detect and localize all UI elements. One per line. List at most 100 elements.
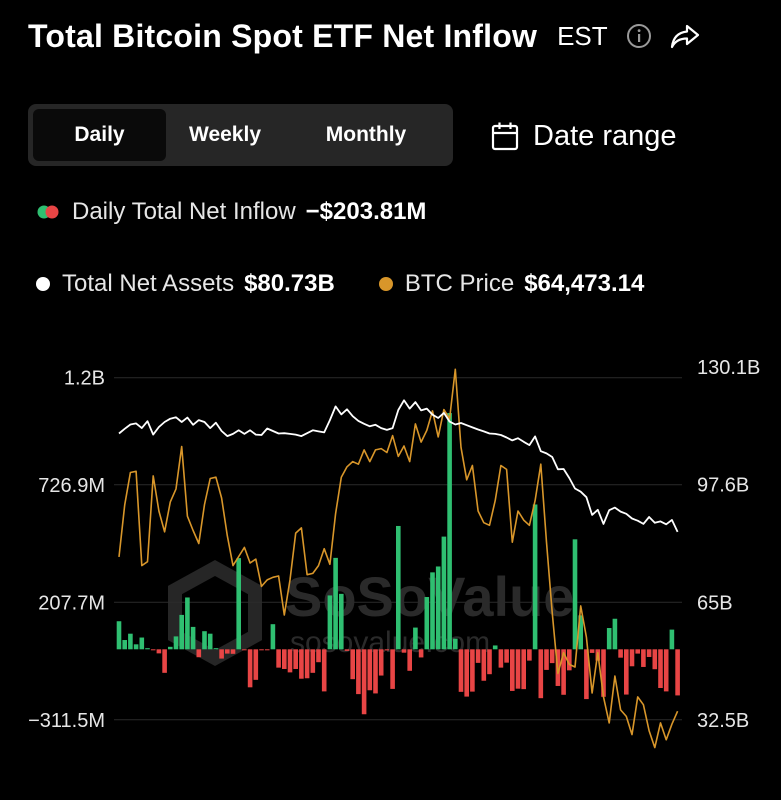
inflow-bar[interactable] (150, 649, 156, 651)
inflow-bar[interactable] (304, 649, 310, 679)
inflow-bar[interactable] (612, 618, 618, 650)
inflow-bar[interactable] (190, 626, 196, 650)
inflow-bar[interactable] (578, 615, 583, 650)
inflow-bar[interactable] (213, 648, 219, 650)
inflow-bar[interactable] (202, 631, 207, 650)
inflow-bar[interactable] (378, 649, 384, 676)
inflow-bar[interactable] (253, 649, 259, 680)
inflow-bar[interactable] (413, 627, 418, 650)
inflow-bar[interactable] (116, 621, 122, 650)
inflow-bar[interactable] (390, 649, 395, 689)
inflow-bar[interactable] (162, 649, 167, 673)
timezone-label[interactable]: EST (557, 20, 608, 51)
inflow-bar[interactable] (242, 649, 247, 651)
inflow-bar[interactable] (464, 649, 469, 697)
inflow-bar[interactable] (316, 649, 321, 663)
inflow-bar[interactable] (225, 649, 230, 654)
inflow-bar[interactable] (356, 649, 361, 695)
inflow-bar[interactable] (133, 644, 139, 650)
inflow-bar[interactable] (384, 649, 390, 651)
inflow-bar[interactable] (418, 649, 424, 658)
inflow-bar[interactable] (498, 649, 504, 668)
inflow-bar[interactable] (373, 649, 378, 694)
inflow-bar[interactable] (658, 649, 663, 688)
inflow-bar[interactable] (458, 649, 464, 692)
inflow-bar[interactable] (282, 649, 287, 669)
inflow-bar[interactable] (510, 649, 515, 691)
inflow-bar[interactable] (122, 640, 127, 650)
inflow-bar[interactable] (624, 649, 629, 695)
inflow-bar[interactable] (236, 558, 241, 650)
inflow-bar[interactable] (196, 649, 202, 658)
inflow-bar[interactable] (470, 649, 475, 692)
tab-daily[interactable]: Daily (33, 109, 166, 161)
inflow-bar[interactable] (675, 649, 680, 696)
info-icon[interactable] (626, 23, 652, 49)
inflow-bar[interactable] (589, 649, 595, 653)
inflow-bar[interactable] (407, 649, 412, 671)
inflow-bar[interactable] (276, 649, 281, 668)
inflow-bar[interactable] (350, 649, 355, 680)
inflow-bar[interactable] (481, 649, 487, 681)
tab-weekly[interactable]: Weekly (189, 123, 261, 146)
inflow-bar[interactable] (652, 649, 658, 670)
inflow-bar[interactable] (521, 649, 526, 690)
inflow-bar[interactable] (663, 649, 669, 692)
inflow-bar[interactable] (264, 649, 270, 651)
inflow-bar[interactable] (561, 649, 566, 695)
inflow-bar[interactable] (635, 649, 640, 654)
inflow-bar[interactable] (128, 633, 133, 650)
inflow-bar[interactable] (538, 649, 544, 699)
inflow-bar[interactable] (401, 649, 407, 653)
inflow-bar[interactable] (139, 637, 145, 650)
inflow-bar[interactable] (527, 649, 532, 661)
inflow-bar[interactable] (430, 572, 435, 650)
inflow-bar[interactable] (475, 649, 481, 663)
inflow-bar[interactable] (532, 504, 538, 650)
inflow-bar[interactable] (396, 525, 401, 650)
tab-monthly[interactable]: Monthly (325, 123, 407, 146)
inflow-bar[interactable] (504, 649, 509, 663)
inflow-bar[interactable] (447, 413, 452, 650)
inflow-bar[interactable] (247, 649, 253, 688)
inflow-bar[interactable] (156, 649, 162, 654)
inflow-bar[interactable] (230, 649, 236, 654)
inflow-bar[interactable] (344, 649, 350, 651)
inflow-bar[interactable] (641, 649, 646, 667)
inflow-bar[interactable] (606, 628, 612, 650)
inflow-bar[interactable] (207, 633, 213, 650)
inflow-bar[interactable] (270, 624, 276, 650)
inflow-bar[interactable] (145, 648, 150, 650)
inflow-bar[interactable] (333, 557, 338, 650)
inflow-bar[interactable] (492, 645, 498, 650)
inflow-bar[interactable] (424, 597, 430, 650)
inflow-bar[interactable] (299, 649, 304, 679)
inflow-bar[interactable] (584, 649, 589, 700)
inflow-bar[interactable] (327, 595, 333, 650)
inflow-bar[interactable] (646, 649, 652, 657)
inflow-bar[interactable] (173, 636, 179, 650)
inflow-bar[interactable] (361, 649, 367, 715)
inflow-bar[interactable] (572, 539, 578, 650)
inflow-bar[interactable] (287, 649, 293, 673)
inflow-bar[interactable] (168, 646, 173, 650)
inflow-bar[interactable] (453, 638, 458, 650)
inflow-bar[interactable] (435, 566, 441, 650)
inflow-bar[interactable] (567, 649, 572, 671)
inflow-bar[interactable] (618, 649, 623, 658)
inflow-bar[interactable] (219, 649, 224, 659)
date-range-button[interactable]: Date range (491, 115, 677, 157)
inflow-bar[interactable] (441, 536, 447, 650)
inflow-bar[interactable] (259, 649, 264, 651)
inflow-bar[interactable] (293, 649, 298, 669)
share-icon[interactable] (670, 23, 700, 49)
inflow-bar[interactable] (185, 597, 190, 650)
inflow-bar[interactable] (367, 649, 373, 691)
inflow-bar[interactable] (601, 649, 606, 697)
inflow-bar[interactable] (339, 593, 344, 650)
inflow-bar[interactable] (629, 649, 635, 667)
inflow-bar[interactable] (321, 649, 327, 692)
inflow-bar[interactable] (515, 649, 521, 689)
inflow-bar[interactable] (310, 649, 316, 673)
inflow-bar[interactable] (544, 649, 549, 670)
